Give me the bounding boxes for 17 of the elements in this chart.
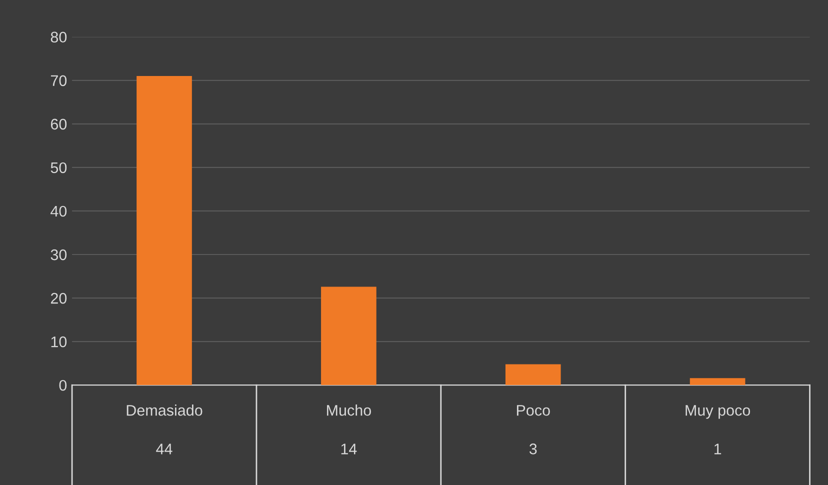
y-tick-label: 50: [50, 162, 67, 174]
y-tick-label: 0: [59, 380, 67, 391]
y-tick-label: 80: [50, 32, 67, 43]
y-tick-label: 30: [50, 249, 67, 260]
y-tick-label: 60: [50, 118, 67, 130]
y-tick-label: 20: [50, 292, 67, 304]
bar: [136, 76, 192, 386]
y-tick-label: 10: [51, 336, 67, 348]
y-tick-label: 40: [50, 206, 67, 217]
y-tick-label: 70: [50, 75, 67, 86]
category-label: Mucho 14: [327, 404, 371, 454]
category-label: Poco 3: [516, 405, 550, 454]
category-label: Demasiado 44: [126, 404, 202, 454]
bar: [505, 364, 561, 386]
bar: [321, 286, 376, 386]
bar: [690, 378, 746, 386]
category-label: Muy poco 1: [686, 405, 750, 454]
